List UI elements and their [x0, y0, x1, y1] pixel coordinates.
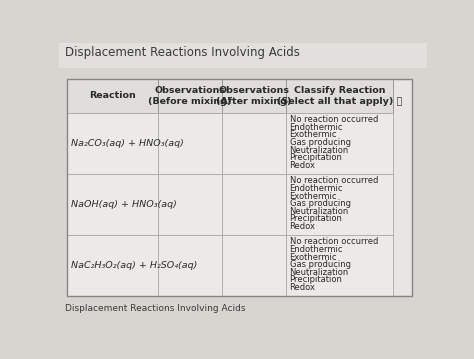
- Bar: [222, 235, 286, 296]
- Text: Gas producing: Gas producing: [290, 260, 351, 269]
- Text: Na₂CO₃(aq) + HNO₃(aq): Na₂CO₃(aq) + HNO₃(aq): [71, 139, 184, 148]
- Text: Reaction: Reaction: [89, 91, 136, 100]
- Text: Redox: Redox: [290, 283, 316, 292]
- Bar: [158, 174, 222, 235]
- Text: Displacement Reactions Involving Acids: Displacement Reactions Involving Acids: [65, 304, 245, 313]
- Bar: [286, 113, 393, 174]
- Text: NaC₂H₃O₂(aq) + H₂SO₄(aq): NaC₂H₃O₂(aq) + H₂SO₄(aq): [71, 261, 197, 270]
- Text: Redox: Redox: [290, 222, 316, 231]
- Text: Gas producing: Gas producing: [290, 199, 351, 208]
- Bar: [286, 79, 393, 113]
- Bar: [66, 235, 158, 296]
- Text: Neutralization: Neutralization: [290, 207, 349, 216]
- Bar: [66, 79, 158, 113]
- Text: NaOH(aq) + HNO₃(aq): NaOH(aq) + HNO₃(aq): [71, 200, 177, 209]
- Text: Precipitation: Precipitation: [290, 214, 342, 223]
- Bar: [66, 113, 158, 174]
- Bar: [222, 174, 286, 235]
- Text: Classify Reaction
(Select all that apply) ⓘ: Classify Reaction (Select all that apply…: [277, 86, 402, 106]
- Text: Observations
(After mixing): Observations (After mixing): [216, 86, 292, 106]
- Bar: [66, 79, 412, 296]
- Bar: [222, 113, 286, 174]
- Bar: [286, 174, 393, 235]
- Text: Neutralization: Neutralization: [290, 268, 349, 277]
- Text: Neutralization: Neutralization: [290, 145, 349, 154]
- Text: Endothermic: Endothermic: [290, 123, 343, 132]
- Text: Precipitation: Precipitation: [290, 153, 342, 162]
- Text: Precipitation: Precipitation: [290, 275, 342, 284]
- FancyBboxPatch shape: [59, 43, 427, 68]
- Text: Displacement Reactions Involving Acids: Displacement Reactions Involving Acids: [65, 46, 300, 59]
- Text: Observations
(Before mixing): Observations (Before mixing): [148, 86, 232, 106]
- Text: Redox: Redox: [290, 161, 316, 170]
- Text: No reaction occurred: No reaction occurred: [290, 238, 378, 247]
- Text: Gas producing: Gas producing: [290, 138, 351, 147]
- Bar: [158, 79, 222, 113]
- Bar: [222, 79, 286, 113]
- Text: No reaction occurred: No reaction occurred: [290, 115, 378, 124]
- Text: Exothermic: Exothermic: [290, 130, 337, 139]
- Text: Exothermic: Exothermic: [290, 253, 337, 262]
- Bar: [158, 113, 222, 174]
- Text: No reaction occurred: No reaction occurred: [290, 176, 378, 185]
- Bar: [286, 235, 393, 296]
- Text: Endothermic: Endothermic: [290, 184, 343, 193]
- Text: Exothermic: Exothermic: [290, 191, 337, 201]
- Text: Endothermic: Endothermic: [290, 245, 343, 254]
- Bar: [66, 79, 412, 296]
- Bar: [66, 174, 158, 235]
- Bar: [158, 235, 222, 296]
